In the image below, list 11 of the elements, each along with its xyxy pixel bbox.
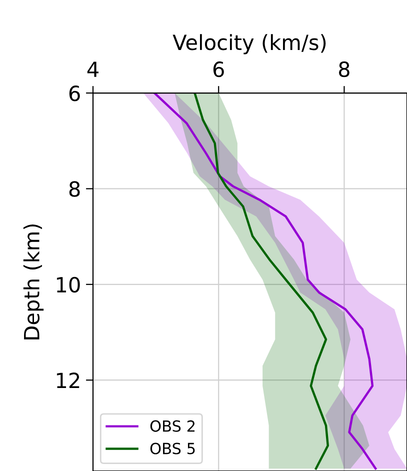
- y-tick-label: 12: [56, 372, 80, 388]
- legend-label: OBS 5: [150, 442, 195, 454]
- x-tick-label: 4: [87, 62, 98, 77]
- y-axis-title: Depth (km): [23, 224, 44, 340]
- y-tick-label: 10: [56, 276, 80, 293]
- x-tick-label: 6: [213, 61, 224, 78]
- x-axis-title: Velocity (km/s): [172, 34, 326, 54]
- y-tick-label: 6: [69, 85, 80, 102]
- legend-label: OBS 2: [150, 420, 195, 432]
- x-tick-label: 8: [338, 61, 350, 78]
- y-tick-label: 8: [69, 181, 80, 197]
